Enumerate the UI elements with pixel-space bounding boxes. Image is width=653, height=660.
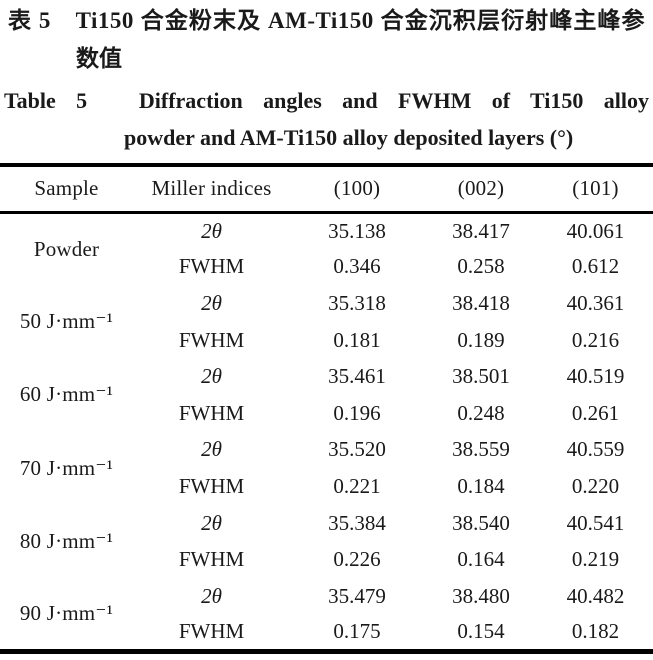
value-cell: 38.417 [452, 218, 510, 243]
table-row: 90 J·mm⁻¹ 2θ 35.479 38.480 40.482 [0, 578, 653, 625]
sample-cell-powder: Powder [33, 236, 100, 261]
value-cell: 0.164 [457, 547, 505, 572]
table-row: FWHM 0.175 0.154 0.182 [0, 615, 653, 652]
table-caption-zh-line2: 数值 [76, 46, 122, 71]
value-cell: 0.181 [333, 327, 381, 352]
header-miller-indices: Miller indices [151, 176, 272, 201]
value-cell: 38.480 [452, 583, 510, 608]
value-cell: 0.175 [333, 619, 381, 644]
table-row: FWHM 0.346 0.258 0.612 [0, 249, 653, 286]
value-cell: 0.248 [457, 400, 505, 425]
param-cell: 2θ [201, 364, 222, 389]
table-row: 80 J·mm⁻¹ 2θ 35.384 38.540 40.541 [0, 505, 653, 553]
value-cell: 0.182 [571, 619, 620, 644]
param-cell: 2θ [201, 583, 222, 608]
param-cell: 2θ [201, 290, 222, 315]
value-cell: 38.540 [452, 510, 510, 535]
value-cell: 0.154 [457, 619, 505, 644]
table-row: 60 J·mm⁻¹ 2θ 35.461 38.501 40.519 [0, 358, 653, 406]
value-cell: 40.061 [566, 218, 625, 243]
table-row: FWHM 0.196 0.248 0.261 [0, 395, 653, 432]
value-cell: 35.138 [328, 218, 386, 243]
param-cell: FWHM [178, 619, 245, 644]
header-row: Sample Miller indices (100) (002) (101) [0, 165, 653, 212]
sample-cell-60: 60 J·mm⁻¹ [19, 382, 114, 407]
value-cell: 40.559 [566, 437, 625, 462]
value-cell: 40.361 [566, 290, 625, 315]
param-cell: 2θ [201, 218, 222, 243]
table-caption-en-line1: Table 5 Diffraction angles and FWHM of T… [4, 88, 649, 113]
sample-cell-50: 50 J·mm⁻¹ [19, 309, 114, 334]
value-cell: 38.418 [452, 290, 510, 315]
table-caption-en-line2: powder and AM-Ti150 alloy deposited laye… [124, 125, 574, 150]
header-002: (002) [457, 176, 505, 201]
value-cell: 35.384 [328, 510, 386, 535]
value-cell: 38.501 [452, 364, 510, 389]
value-cell: 35.318 [328, 290, 386, 315]
param-cell: 2θ [201, 510, 222, 535]
value-cell: 35.479 [328, 583, 386, 608]
table-header: Sample Miller indices (100) (002) (101) [0, 165, 653, 212]
value-cell: 35.520 [328, 437, 386, 462]
table-caption-zh-line1: 表 5 Ti150 合金粉末及 AM-Ti150 合金沉积层衍射峰主峰参 [8, 8, 645, 33]
diffraction-data-table: Sample Miller indices (100) (002) (101) … [0, 163, 653, 654]
table-row: FWHM 0.221 0.184 0.220 [0, 468, 653, 505]
value-cell: 40.541 [566, 510, 625, 535]
sample-cell-90: 90 J·mm⁻¹ [19, 600, 114, 625]
value-cell: 0.189 [457, 327, 505, 352]
value-cell: 0.258 [457, 254, 505, 279]
value-cell: 40.482 [566, 583, 625, 608]
table-row: 50 J·mm⁻¹ 2θ 35.318 38.418 40.361 [0, 285, 653, 333]
header-101: (101) [572, 176, 619, 201]
value-cell: 0.226 [333, 547, 381, 572]
value-cell: 38.559 [452, 437, 510, 462]
sample-cell-70: 70 J·mm⁻¹ [19, 455, 114, 480]
param-cell: FWHM [178, 327, 245, 352]
table-row: FWHM 0.226 0.164 0.219 [0, 541, 653, 578]
param-cell: FWHM [178, 473, 245, 498]
table-row: Powder 2θ 35.138 38.417 40.061 [0, 212, 653, 261]
table-body: Powder 2θ 35.138 38.417 40.061 FWHM 0.34… [0, 212, 653, 651]
sample-cell-80: 80 J·mm⁻¹ [19, 528, 114, 553]
value-cell: 0.261 [571, 400, 620, 425]
value-cell: 0.612 [571, 254, 620, 279]
value-cell: 0.221 [333, 473, 381, 498]
value-cell: 0.219 [571, 547, 620, 572]
header-100: (100) [333, 176, 381, 201]
value-cell: 0.196 [333, 400, 381, 425]
value-cell: 0.184 [457, 473, 505, 498]
value-cell: 0.216 [571, 327, 620, 352]
value-cell: 0.346 [333, 254, 381, 279]
param-cell: FWHM [178, 254, 245, 279]
param-cell: 2θ [201, 437, 222, 462]
header-sample: Sample [34, 176, 99, 201]
param-cell: FWHM [178, 547, 245, 572]
param-cell: FWHM [178, 400, 245, 425]
value-cell: 40.519 [566, 364, 625, 389]
value-cell: 35.461 [328, 364, 386, 389]
table-row: FWHM 0.181 0.189 0.216 [0, 322, 653, 359]
table-row: 70 J·mm⁻¹ 2θ 35.520 38.559 40.559 [0, 432, 653, 479]
value-cell: 0.220 [571, 473, 620, 498]
